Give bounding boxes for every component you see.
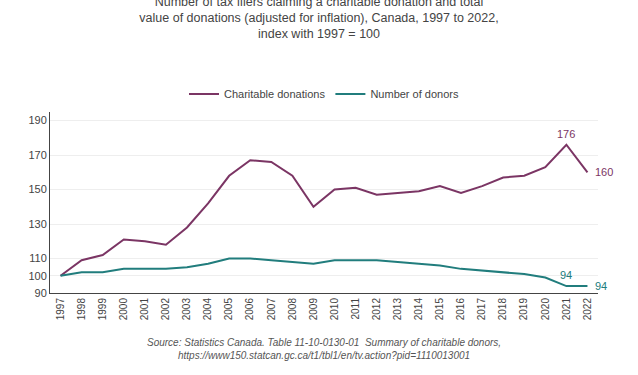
svg-text:2001: 2001 bbox=[139, 298, 150, 321]
svg-text:2011: 2011 bbox=[350, 298, 361, 320]
svg-text:150: 150 bbox=[28, 183, 46, 195]
svg-text:2000: 2000 bbox=[118, 298, 129, 321]
svg-text:2010: 2010 bbox=[329, 298, 340, 321]
svg-text:1998: 1998 bbox=[76, 298, 87, 321]
svg-text:2022: 2022 bbox=[582, 298, 593, 321]
svg-text:2014: 2014 bbox=[413, 298, 424, 321]
svg-text:2015: 2015 bbox=[434, 298, 445, 321]
svg-text:2017: 2017 bbox=[476, 298, 487, 321]
svg-text:1999: 1999 bbox=[97, 298, 108, 321]
svg-text:2008: 2008 bbox=[287, 298, 298, 321]
svg-text:170: 170 bbox=[28, 149, 46, 161]
svg-text:160: 160 bbox=[595, 166, 613, 178]
svg-text:2007: 2007 bbox=[266, 298, 277, 321]
svg-text:100: 100 bbox=[28, 270, 46, 282]
svg-text:2013: 2013 bbox=[392, 298, 403, 321]
svg-text:190: 190 bbox=[28, 114, 46, 126]
svg-text:2003: 2003 bbox=[181, 298, 192, 321]
svg-text:2021: 2021 bbox=[561, 298, 572, 321]
svg-text:2006: 2006 bbox=[244, 298, 255, 321]
svg-text:130: 130 bbox=[28, 218, 46, 230]
svg-text:2018: 2018 bbox=[497, 298, 508, 321]
svg-text:2012: 2012 bbox=[371, 298, 382, 321]
svg-text:2019: 2019 bbox=[518, 298, 529, 321]
svg-text:94: 94 bbox=[560, 269, 572, 281]
svg-text:Charitable donations: Charitable donations bbox=[224, 88, 325, 100]
svg-text:Source: Statistics Canada. Tab: Source: Statistics Canada. Table 11-10-0… bbox=[147, 337, 501, 361]
svg-text:110: 110 bbox=[29, 252, 47, 264]
svg-text:2009: 2009 bbox=[308, 298, 319, 321]
svg-text:2002: 2002 bbox=[160, 298, 171, 321]
svg-text:2020: 2020 bbox=[540, 298, 551, 321]
svg-text:1997: 1997 bbox=[55, 298, 66, 321]
svg-text:Number of donors: Number of donors bbox=[370, 88, 459, 100]
svg-text:2005: 2005 bbox=[223, 298, 234, 321]
svg-text:90: 90 bbox=[35, 287, 47, 299]
svg-text:94: 94 bbox=[595, 280, 607, 292]
svg-text:Number of tax filers claiming: Number of tax filers claiming a charitab… bbox=[139, 0, 498, 41]
svg-text:2004: 2004 bbox=[202, 298, 213, 321]
svg-text:176: 176 bbox=[557, 128, 575, 140]
svg-text:2016: 2016 bbox=[455, 298, 466, 321]
